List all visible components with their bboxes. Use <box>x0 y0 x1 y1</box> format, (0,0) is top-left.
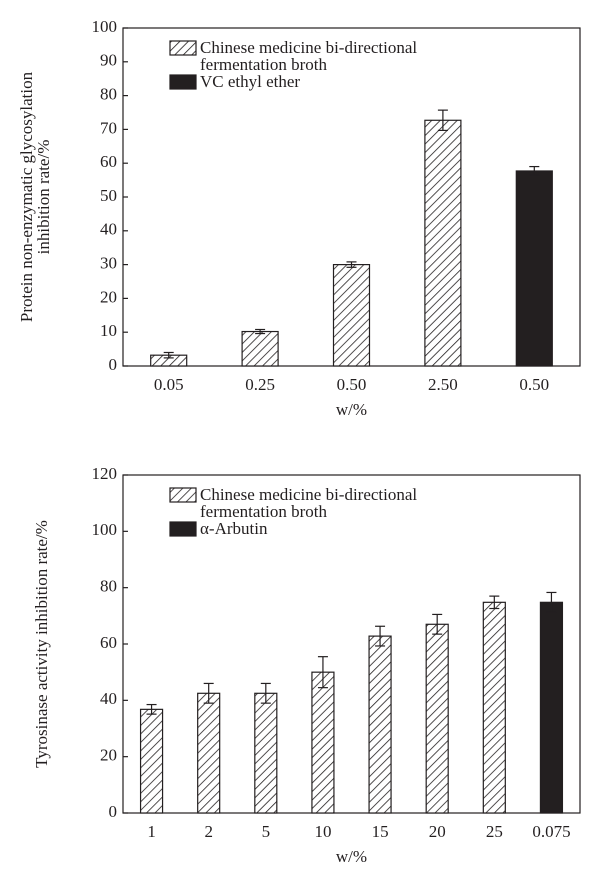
bar <box>368 635 392 814</box>
x-axis-label: w/% <box>336 400 367 419</box>
y-tick-label: 10 <box>100 321 117 340</box>
legend-swatch <box>169 74 197 90</box>
error-bar <box>529 165 540 176</box>
bar <box>241 330 279 367</box>
bar <box>332 264 371 367</box>
y-tick-label: 0 <box>109 802 118 821</box>
y-tick-label: 20 <box>100 746 117 765</box>
x-tick-label: 0.50 <box>337 375 367 394</box>
error-bar <box>489 595 500 610</box>
x-tick-label: 15 <box>372 822 389 841</box>
y-axis-label-box: Protein non-enzymatic glycosylation inhi… <box>18 71 53 323</box>
legend-box: VC ethyl ether <box>200 73 301 91</box>
bar <box>197 692 221 814</box>
bar <box>311 671 335 814</box>
x-tick-label: 20 <box>429 822 446 841</box>
y-tick-label: 70 <box>100 118 117 137</box>
y-tick-label: 20 <box>100 287 117 306</box>
x-axis-label: w/% <box>336 847 367 866</box>
x-tick-label: 25 <box>486 822 503 841</box>
error-bar <box>203 682 214 704</box>
y-tick-label: 100 <box>92 520 118 539</box>
error-bar <box>432 613 443 635</box>
error-bar <box>255 328 266 335</box>
legend-swatch <box>169 40 197 56</box>
error-bar <box>437 109 448 132</box>
legend-label: Chinese medicine bi-directional fermenta… <box>200 39 418 74</box>
bar <box>539 601 564 814</box>
x-tick-label: 0.075 <box>532 822 570 841</box>
y-tick-label: 30 <box>100 254 117 273</box>
x-tick-label: 2 <box>204 822 213 841</box>
x-tick-label: 10 <box>314 822 331 841</box>
y-tick-label: 80 <box>100 85 117 104</box>
legend-swatch <box>169 487 197 503</box>
error-bar <box>546 591 557 613</box>
y-tick-label: 80 <box>100 577 117 596</box>
x-tick-label: 1 <box>147 822 156 841</box>
x-tick-label: 2.50 <box>428 375 458 394</box>
x-tick-label: 0.50 <box>519 375 549 394</box>
error-bar <box>346 261 357 268</box>
y-tick-label: 60 <box>100 152 117 171</box>
y-tick-label: 0 <box>109 355 118 374</box>
bar <box>254 692 278 814</box>
bar <box>424 119 462 367</box>
legend-box: Chinese medicine bi-directional fermenta… <box>200 39 418 74</box>
legend-label: Chinese medicine bi-directional fermenta… <box>200 486 418 521</box>
bar <box>139 708 164 814</box>
y-tick-label: 120 <box>92 464 118 483</box>
y-axis-label-box: Tyrosinase activity inhibition rate/% <box>33 520 51 768</box>
y-tick-label: 40 <box>100 220 117 239</box>
legend-label: VC ethyl ether <box>200 73 301 91</box>
error-bar <box>163 351 174 359</box>
legend-swatch <box>169 521 197 537</box>
error-bar <box>375 625 386 647</box>
x-tick-label: 5 <box>262 822 271 841</box>
y-tick-label: 60 <box>100 633 117 652</box>
legend-box: Chinese medicine bi-directional fermenta… <box>200 486 418 521</box>
y-axis-label: Tyrosinase activity inhibition rate/% <box>33 520 51 768</box>
x-tick-label: 0.25 <box>245 375 275 394</box>
bar <box>515 170 553 367</box>
error-bar <box>317 656 328 689</box>
legend-box: α-Arbutin <box>200 520 268 538</box>
bar <box>482 601 506 814</box>
error-bar <box>260 682 271 704</box>
error-bar <box>146 703 157 715</box>
legend-label: α-Arbutin <box>200 520 268 538</box>
y-tick-label: 100 <box>92 17 118 36</box>
y-axis-label: Protein non-enzymatic glycosylation inhi… <box>18 71 53 323</box>
bar <box>425 623 449 814</box>
y-tick-label: 40 <box>100 689 117 708</box>
y-tick-label: 90 <box>100 51 117 70</box>
y-tick-label: 50 <box>100 186 117 205</box>
x-tick-label: 0.05 <box>154 375 184 394</box>
